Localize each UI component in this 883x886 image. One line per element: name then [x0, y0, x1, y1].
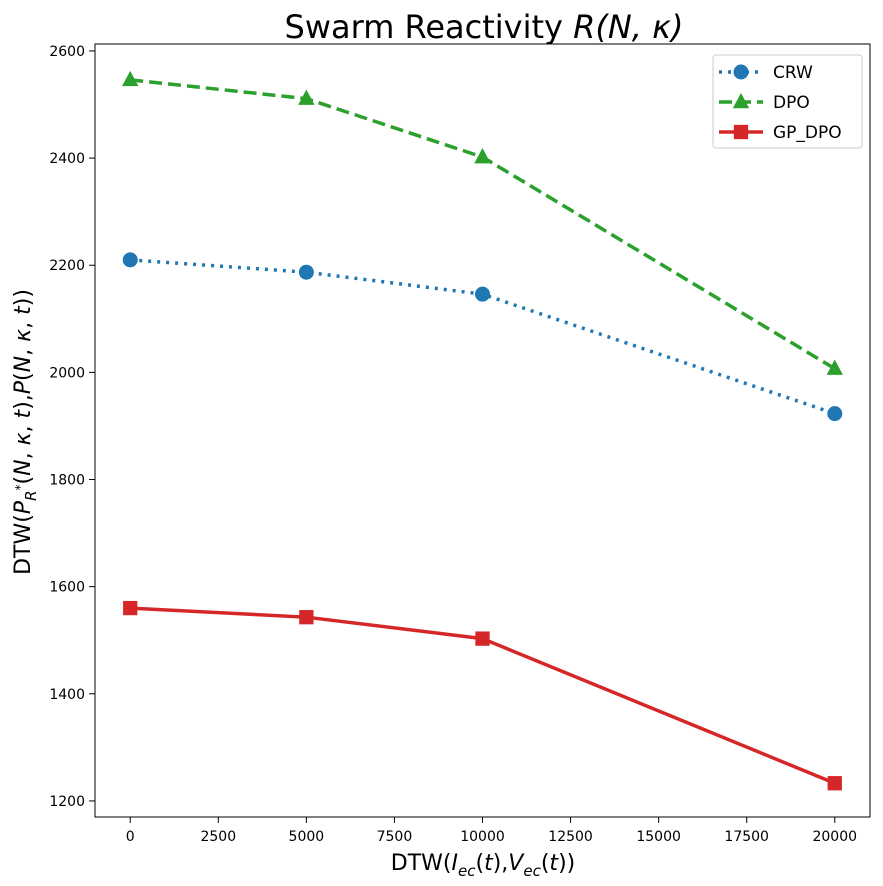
legend-item: DPO: [719, 92, 810, 113]
y-axis-ticks: 1200 1400 1600 1800 2000 2200 2400 2600: [49, 44, 95, 810]
data-point: [122, 70, 139, 87]
legend-item: CRW: [719, 63, 813, 83]
series-crw: [122, 252, 843, 422]
data-point: [827, 776, 842, 791]
series-line: [130, 258, 836, 416]
x-tick-label: 7500: [377, 829, 413, 845]
y-axis-label: DTW(PR*(N, κ, t),P(N, κ, t)): [11, 289, 40, 575]
series-line: [130, 78, 836, 371]
data-point: [474, 147, 491, 164]
y-tick-label: 2600: [49, 44, 85, 60]
data-point: [298, 264, 314, 280]
x-tick-label: 17500: [724, 829, 769, 845]
y-tick-label: 1800: [49, 473, 85, 489]
series-line: [130, 606, 836, 785]
legend: CRW DPO GP_DPO: [712, 54, 863, 149]
legend-label: CRW: [773, 63, 813, 83]
chart-title-math: R(N, κ): [573, 8, 683, 46]
x-axis-label: DTW(Iec(t),Vec(t)): [391, 851, 575, 880]
plot-area: [94, 43, 871, 818]
x-axis-ticks: 0 2500 5000 7500 10000 12500 15000 17500 20000: [126, 817, 857, 845]
x-tick-label: 0: [126, 829, 135, 845]
data-point: [475, 286, 490, 302]
legend-item: GP_DPO: [719, 123, 842, 143]
x-tick-label: 10000: [460, 829, 505, 845]
data-point: [827, 406, 843, 422]
data-point: [298, 89, 315, 105]
y-tick-label: 1200: [49, 794, 85, 810]
legend-label: DPO: [773, 93, 810, 113]
x-tick-label: 2500: [200, 829, 236, 845]
data-point: [299, 610, 314, 625]
data-point: [475, 631, 490, 646]
x-tick-label: 12500: [548, 829, 593, 845]
data-point: [122, 252, 138, 268]
legend-marker: [732, 92, 750, 109]
series-gp-dpo: [123, 600, 842, 791]
x-tick-label: 20000: [812, 829, 857, 845]
legend-box: [712, 54, 863, 149]
y-tick-label: 2000: [49, 365, 85, 381]
series-dpo: [122, 70, 843, 375]
y-tick-label: 2400: [49, 151, 85, 167]
data-point: [826, 359, 843, 375]
chart-title: Swarm Reactivity R(N, κ): [285, 8, 684, 46]
x-tick-label: 15000: [636, 829, 681, 845]
y-tick-label: 2200: [49, 258, 85, 274]
x-tick-label: 5000: [289, 829, 325, 845]
legend-marker: [733, 64, 749, 80]
legend-label: GP_DPO: [773, 123, 842, 143]
y-tick-label: 1600: [49, 580, 85, 596]
y-tick-label: 1400: [49, 687, 85, 703]
data-point: [123, 600, 138, 616]
legend-marker: [733, 124, 749, 140]
chart-title-text: Swarm Reactivity: [285, 8, 574, 46]
